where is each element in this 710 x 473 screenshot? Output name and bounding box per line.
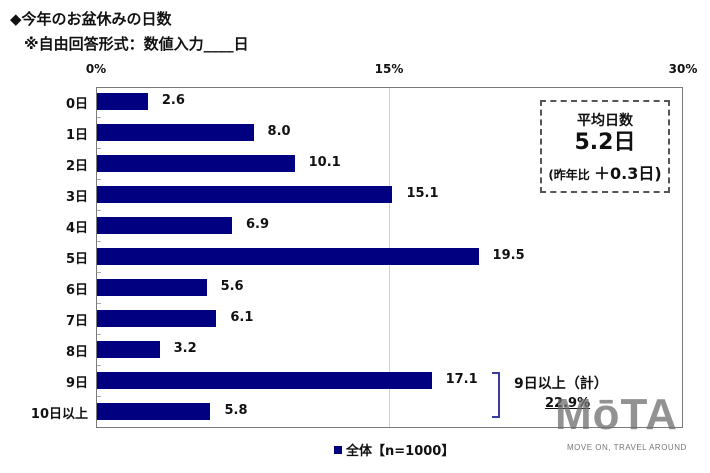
y-tick-mark [97,117,101,118]
average-note-change: ＋0.3日) [594,164,662,183]
bar [97,248,479,265]
y-tick-mark [97,272,101,273]
value-label: 10.1 [308,155,341,170]
average-note-prefix: (昨年比 [548,168,590,182]
category-label: 7日 [65,314,88,329]
bar [97,279,207,296]
x-tick-30: 30% [668,62,698,76]
category-label: 8日 [65,345,88,360]
y-tick-mark [97,396,101,397]
chart-subtitle: ※自由回答形式：数値入力____日 [24,35,249,53]
y-tick-mark [97,303,101,304]
summary-label: 9日以上（計） [514,376,608,392]
average-value: 5.2日 [574,130,636,155]
category-label: 5日 [65,252,88,267]
value-label: 6.1 [230,310,254,325]
bar [97,341,160,358]
value-label: 5.6 [220,279,244,294]
watermark-tagline: MOVE ON, TRAVEL AROUND [567,443,687,452]
bar [97,186,393,203]
value-label: 6.9 [246,217,270,232]
bracket-icon [492,372,500,418]
bar [97,217,232,234]
x-tick-0: 0% [85,62,107,76]
y-tick-mark [97,210,101,211]
category-label: 9日 [65,376,88,391]
x-tick-15: 15% [374,62,404,76]
average-note: (昨年比 ＋0.3日) [542,160,668,184]
value-label: 17.1 [445,372,478,387]
watermark-logo: MōTA [555,390,678,439]
y-tick-mark [97,148,101,149]
value-label: 15.1 [406,186,439,201]
bar [97,403,211,420]
y-tick-mark [97,241,101,242]
category-label: 6日 [65,283,88,298]
category-label: 3日 [65,190,88,205]
bar [97,155,295,172]
legend-swatch-icon [334,445,342,454]
value-label: 3.2 [173,341,197,356]
category-label: 10日以上 [30,407,88,422]
legend-label: 全体【n=1000】 [346,444,455,459]
category-label: 1日 [65,128,88,143]
average-box: 平均日数 5.2日 (昨年比 ＋0.3日) [540,100,670,193]
chart-title: ◆今年のお盆休みの日数 [10,10,172,28]
bar [97,124,254,141]
category-label: 0日 [65,97,88,112]
value-label: 19.5 [492,248,525,263]
bar [97,372,432,389]
y-tick-mark [97,179,101,180]
value-label: 2.6 [161,93,185,108]
category-label: 2日 [65,159,88,174]
y-tick-mark [97,334,101,335]
bar [97,310,217,327]
value-label: 8.0 [267,124,291,139]
legend: 全体【n=1000】 [334,440,454,459]
bar [97,93,148,110]
category-label: 4日 [65,221,88,236]
y-tick-mark [97,365,101,366]
summary-value: 22.9% [545,396,591,411]
average-title: 平均日数 [577,113,633,129]
value-label: 5.8 [224,403,248,418]
